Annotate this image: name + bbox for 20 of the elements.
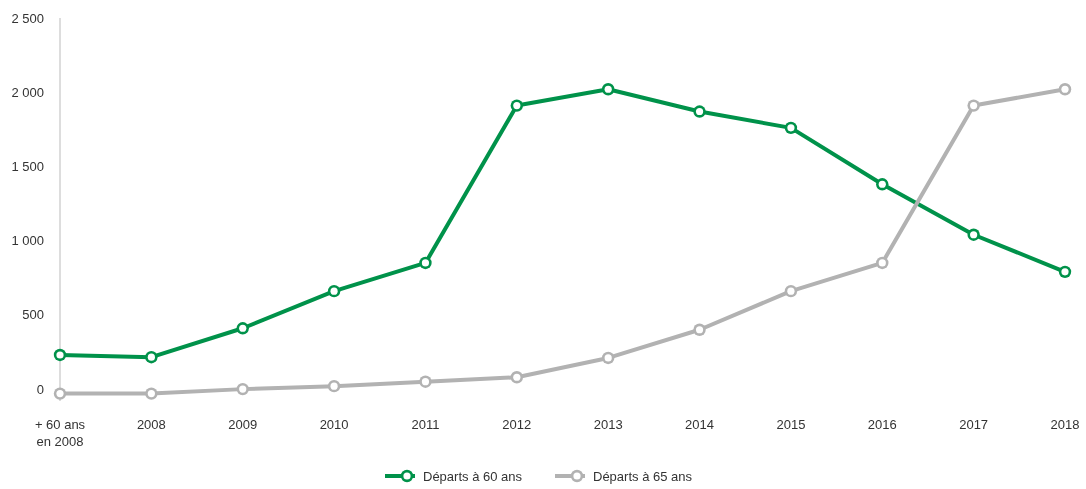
y-tick-label: 500 bbox=[22, 307, 44, 323]
x-tick-label: 2017 bbox=[959, 417, 989, 432]
x-tick-label: 2010 bbox=[319, 417, 349, 432]
x-tick-label: + 60 ans en 2008 bbox=[34, 417, 86, 449]
x-tick-label: 2012 bbox=[502, 417, 532, 432]
y-tick-label: 1 500 bbox=[11, 159, 44, 174]
x-tick-label: 2008 bbox=[136, 417, 166, 432]
x-tick-label: 2014 bbox=[685, 417, 715, 432]
y-tick-label: 2 500 bbox=[11, 10, 44, 26]
y-tick-label: 2 000 bbox=[11, 84, 44, 100]
x-tick-label: 2013 bbox=[593, 417, 623, 432]
legend-label: Départs à 60 ans bbox=[423, 469, 523, 484]
x-tick-label: 2015 bbox=[776, 417, 806, 432]
y-tick-label: 0 bbox=[36, 381, 44, 397]
legend-label: Départs à 65 ans bbox=[593, 469, 693, 484]
x-tick-label: 2011 bbox=[411, 417, 440, 432]
x-tick-label: 2018 bbox=[1050, 417, 1080, 432]
x-tick-label: 2009 bbox=[228, 417, 258, 432]
y-tick-label: 1 000 bbox=[11, 233, 44, 249]
x-tick-label: 2016 bbox=[867, 417, 897, 432]
